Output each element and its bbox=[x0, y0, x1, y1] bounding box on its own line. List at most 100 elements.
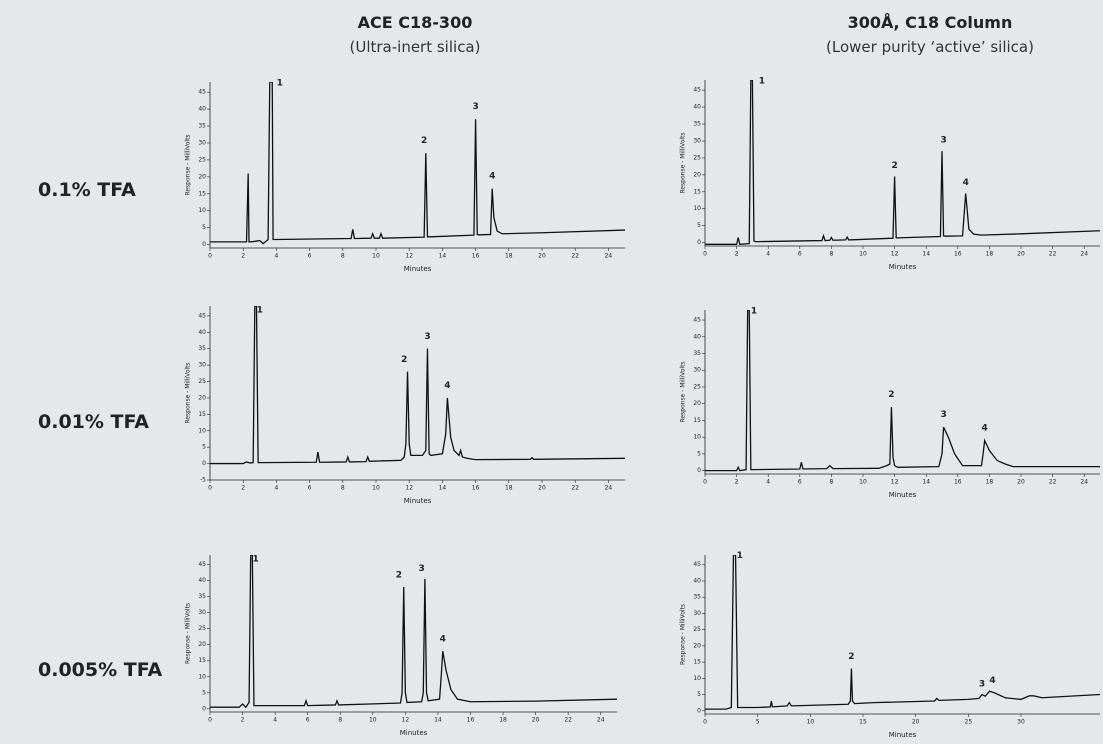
chromatogram-line bbox=[705, 555, 1100, 710]
y-tick-label: 40 bbox=[198, 106, 206, 113]
x-tick-label: 22 bbox=[571, 253, 579, 260]
x-tick-label: 24 bbox=[605, 253, 613, 260]
peak-label: 1 bbox=[252, 554, 258, 564]
y-tick-label: 10 bbox=[693, 675, 701, 682]
chromatogram-line bbox=[210, 555, 617, 709]
x-tick-label: 18 bbox=[986, 251, 994, 258]
x-axis-label: Minutes bbox=[889, 731, 917, 739]
x-tick-label: 22 bbox=[564, 717, 572, 724]
y-tick-label: 0 bbox=[202, 460, 206, 467]
y-tick-label: 25 bbox=[693, 626, 701, 633]
y-tick-label: 45 bbox=[693, 317, 701, 324]
peak-label: 2 bbox=[888, 390, 894, 400]
x-tick-label: 14 bbox=[922, 251, 930, 258]
x-tick-label: 14 bbox=[434, 717, 442, 724]
y-tick-label: 20 bbox=[198, 394, 206, 401]
x-tick-label: 0 bbox=[208, 717, 212, 724]
peak-label: 2 bbox=[848, 652, 854, 662]
y-tick-label: 15 bbox=[198, 657, 206, 664]
x-tick-label: 30 bbox=[1017, 719, 1025, 726]
x-tick-label: 2 bbox=[735, 251, 739, 258]
row-label: 0.005% TFA bbox=[38, 659, 163, 681]
x-tick-label: 10 bbox=[369, 717, 377, 724]
y-tick-label: 0 bbox=[697, 707, 701, 714]
x-tick-label: 6 bbox=[306, 717, 310, 724]
x-tick-label: 22 bbox=[1049, 251, 1057, 258]
y-tick-label: 0 bbox=[202, 705, 206, 712]
x-tick-label: 22 bbox=[571, 485, 579, 492]
x-tick-label: 16 bbox=[472, 485, 480, 492]
x-tick-label: 6 bbox=[308, 485, 312, 492]
x-tick-label: 12 bbox=[405, 485, 413, 492]
x-tick-label: 0 bbox=[703, 719, 707, 726]
peak-label: 2 bbox=[396, 570, 402, 580]
x-tick-label: 8 bbox=[829, 251, 833, 258]
peak-label: 4 bbox=[489, 172, 495, 182]
y-tick-label: 20 bbox=[693, 171, 701, 178]
y-tick-label: 40 bbox=[693, 333, 701, 340]
y-axis-label: Response - MilliVolts bbox=[185, 362, 192, 423]
y-tick-label: 15 bbox=[693, 188, 701, 195]
y-tick-label: 30 bbox=[198, 609, 206, 616]
y-tick-label: 40 bbox=[198, 577, 206, 584]
y-tick-label: 25 bbox=[693, 154, 701, 161]
y-axis-label: Response - MilliVolts bbox=[185, 134, 192, 195]
column-subtitle: (Lower purity ‘active’ silica) bbox=[826, 38, 1034, 56]
x-tick-label: 20 bbox=[1017, 479, 1025, 486]
x-tick-label: 4 bbox=[766, 479, 770, 486]
column-subtitle: (Ultra-inert silica) bbox=[350, 38, 481, 56]
y-tick-label: 35 bbox=[198, 593, 206, 600]
column-title: ACE C18-300 bbox=[358, 13, 473, 32]
x-tick-label: 24 bbox=[605, 485, 613, 492]
peak-label: 2 bbox=[401, 355, 407, 365]
x-tick-label: 15 bbox=[859, 719, 867, 726]
chromatogram-line bbox=[705, 310, 1100, 472]
y-tick-label: 35 bbox=[693, 594, 701, 601]
chromatogram-line bbox=[210, 306, 625, 465]
y-tick-label: 10 bbox=[693, 434, 701, 441]
x-tick-label: 6 bbox=[798, 479, 802, 486]
x-tick-label: 18 bbox=[499, 717, 507, 724]
x-tick-label: 2 bbox=[735, 479, 739, 486]
x-tick-label: 14 bbox=[922, 479, 930, 486]
peak-label: 2 bbox=[421, 136, 427, 146]
x-tick-label: 24 bbox=[1080, 251, 1088, 258]
peak-label: 4 bbox=[982, 423, 988, 433]
x-tick-label: 22 bbox=[1049, 479, 1057, 486]
peak-label: 1 bbox=[737, 551, 743, 561]
peak-label: 2 bbox=[891, 161, 897, 171]
x-tick-label: 4 bbox=[274, 253, 278, 260]
y-tick-label: 35 bbox=[693, 350, 701, 357]
y-tick-label: 15 bbox=[198, 190, 206, 197]
x-tick-label: 18 bbox=[505, 253, 513, 260]
x-tick-label: 10 bbox=[372, 253, 380, 260]
x-tick-label: 4 bbox=[273, 717, 277, 724]
y-tick-label: 30 bbox=[198, 139, 206, 146]
x-tick-label: 16 bbox=[467, 717, 475, 724]
x-tick-label: 10 bbox=[807, 719, 815, 726]
peak-label: 4 bbox=[989, 676, 995, 686]
y-tick-label: 25 bbox=[198, 156, 206, 163]
x-axis-label: Minutes bbox=[889, 491, 917, 499]
y-tick-label: 0 bbox=[697, 467, 701, 474]
x-tick-label: 18 bbox=[986, 479, 994, 486]
x-tick-label: 12 bbox=[891, 251, 899, 258]
peak-label: 1 bbox=[257, 306, 263, 316]
x-tick-label: 16 bbox=[954, 479, 962, 486]
y-tick-label: 5 bbox=[697, 222, 701, 229]
peak-label: 3 bbox=[424, 332, 430, 342]
y-tick-label: 15 bbox=[693, 659, 701, 666]
peak-label: 3 bbox=[472, 102, 478, 112]
y-tick-label: 15 bbox=[693, 417, 701, 424]
x-tick-label: 25 bbox=[965, 719, 973, 726]
x-tick-label: 12 bbox=[402, 717, 410, 724]
x-tick-label: 2 bbox=[241, 485, 245, 492]
x-tick-label: 4 bbox=[274, 485, 278, 492]
x-tick-label: 0 bbox=[208, 485, 212, 492]
y-axis-label: Response - MilliVolts bbox=[185, 603, 192, 664]
row-label: 0.1% TFA bbox=[38, 179, 136, 201]
x-tick-label: 10 bbox=[372, 485, 380, 492]
y-tick-label: 5 bbox=[202, 444, 206, 451]
